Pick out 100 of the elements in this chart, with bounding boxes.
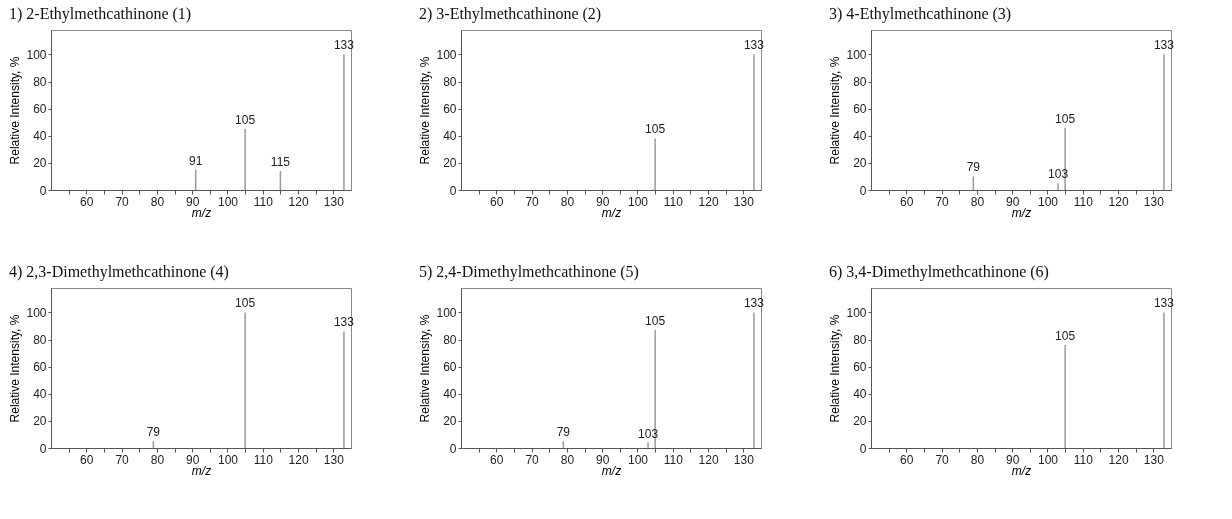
annotation: 133 [333,38,355,53]
x-tick-label: 70 [525,452,540,467]
y-tick-label: 80 [853,75,867,90]
y-tick-label: 20 [443,414,457,429]
y-tick-label: 20 [33,156,47,171]
x-tick-label: 110 [663,452,684,467]
chart-title: 1) 2-Ethylmethcathinone (1) [8,5,192,23]
x-tick-label: 120 [288,452,309,467]
x-tick-label: 130 [1143,452,1165,467]
annotation: 133 [333,315,355,330]
chart-title: 5) 2,4-Dimethylmethcathinone (5) [418,263,639,281]
y-tick-label: 40 [853,129,867,144]
x-tick-label: 110 [1073,194,1094,209]
y-tick-label: 80 [33,75,47,90]
x-tick-label: 100 [217,452,239,467]
y-tick-label: 60 [443,360,457,375]
annotation: 133 [743,38,765,53]
annotation: 115 [270,155,291,170]
x-tick-label: 100 [1037,452,1059,467]
x-tick-label: 120 [1108,452,1129,467]
y-tick-label: 0 [39,183,47,198]
x-tick-label: 80 [560,452,575,467]
x-tick-label: 70 [935,452,950,467]
annotation: 133 [743,296,765,311]
annotation: 105 [645,314,666,329]
y-tick-label: 0 [859,441,867,456]
y-tick-label: 40 [443,129,457,144]
y-axis-title: Relative Intensity, % [8,56,23,165]
y-tick-label: 40 [33,387,47,402]
y-tick-label: 20 [443,156,457,171]
y-tick-label: 40 [853,387,867,402]
x-tick-label: 100 [627,452,649,467]
y-tick-label: 100 [26,47,47,62]
x-tick-label: 70 [115,194,130,209]
x-tick-label: 70 [525,194,540,209]
x-tick-label: 80 [150,452,165,467]
y-tick-label: 60 [853,360,867,375]
annotation: 105 [1055,111,1076,126]
y-axis-title: Relative Intensity, % [8,314,23,423]
x-tick-label: 120 [1108,194,1129,209]
y-tick-label: 40 [33,129,47,144]
x-tick-label: 60 [490,194,504,209]
y-tick-label: 0 [449,441,457,456]
annotation: 91 [189,153,203,168]
y-tick-label: 40 [443,387,457,402]
y-tick-label: 100 [436,47,457,62]
y-tick-label: 80 [443,75,457,90]
x-tick-label: 80 [970,194,985,209]
y-tick-label: 20 [33,414,47,429]
y-tick-label: 100 [26,305,47,320]
y-tick-label: 0 [859,183,867,198]
x-tick-label: 60 [490,452,504,467]
y-tick-label: 80 [853,333,867,348]
x-tick-label: 60 [900,194,914,209]
x-tick-label: 120 [698,194,719,209]
x-tick-label: 130 [733,194,755,209]
y-tick-label: 0 [449,183,457,198]
chart-title: 6) 3,4-Dimethylmethcathinone (6) [828,263,1049,281]
chart-title: 2) 3-Ethylmethcathinone (2) [418,5,602,23]
x-tick-label: 60 [80,194,94,209]
y-tick-label: 20 [853,414,867,429]
x-tick-label: 60 [80,452,94,467]
annotation: 79 [966,160,981,175]
x-tick-label: 110 [253,452,274,467]
y-tick-label: 60 [33,360,47,375]
x-tick-label: 70 [115,452,130,467]
x-tick-label: 130 [1143,194,1165,209]
y-tick-label: 60 [33,102,47,117]
x-tick-label: 120 [698,452,719,467]
y-tick-label: 80 [33,333,47,348]
chart-title: 4) 2,3-Dimethylmethcathinone (4) [8,263,229,281]
x-tick-label: 100 [627,194,649,209]
x-tick-label: 130 [323,194,345,209]
annotation: 105 [1055,328,1076,343]
y-tick-label: 100 [436,305,457,320]
annotation: 103 [638,426,659,441]
y-tick-label: 100 [846,305,867,320]
y-tick-label: 20 [853,156,867,171]
annotation: 105 [645,122,666,137]
y-tick-label: 80 [443,333,457,348]
y-tick-label: 60 [443,102,457,117]
y-tick-label: 0 [39,441,47,456]
x-tick-label: 130 [323,452,345,467]
chart-title: 3) 4-Ethylmethcathinone (3) [828,5,1012,23]
annotation: 105 [235,296,256,311]
x-tick-label: 130 [733,452,755,467]
x-tick-label: 100 [1037,194,1059,209]
x-tick-label: 80 [560,194,575,209]
x-tick-label: 100 [217,194,239,209]
x-tick-label: 60 [900,452,914,467]
x-tick-label: 110 [253,194,274,209]
x-tick-label: 70 [935,194,950,209]
x-tick-label: 80 [150,194,165,209]
y-tick-label: 60 [853,102,867,117]
y-axis-title: Relative Intensity, % [828,56,843,165]
annotation: 79 [146,425,161,440]
y-axis-title: Relative Intensity, % [828,314,843,423]
y-tick-label: 100 [846,47,867,62]
x-tick-label: 80 [970,452,985,467]
y-axis-title: Relative Intensity, % [418,56,433,165]
